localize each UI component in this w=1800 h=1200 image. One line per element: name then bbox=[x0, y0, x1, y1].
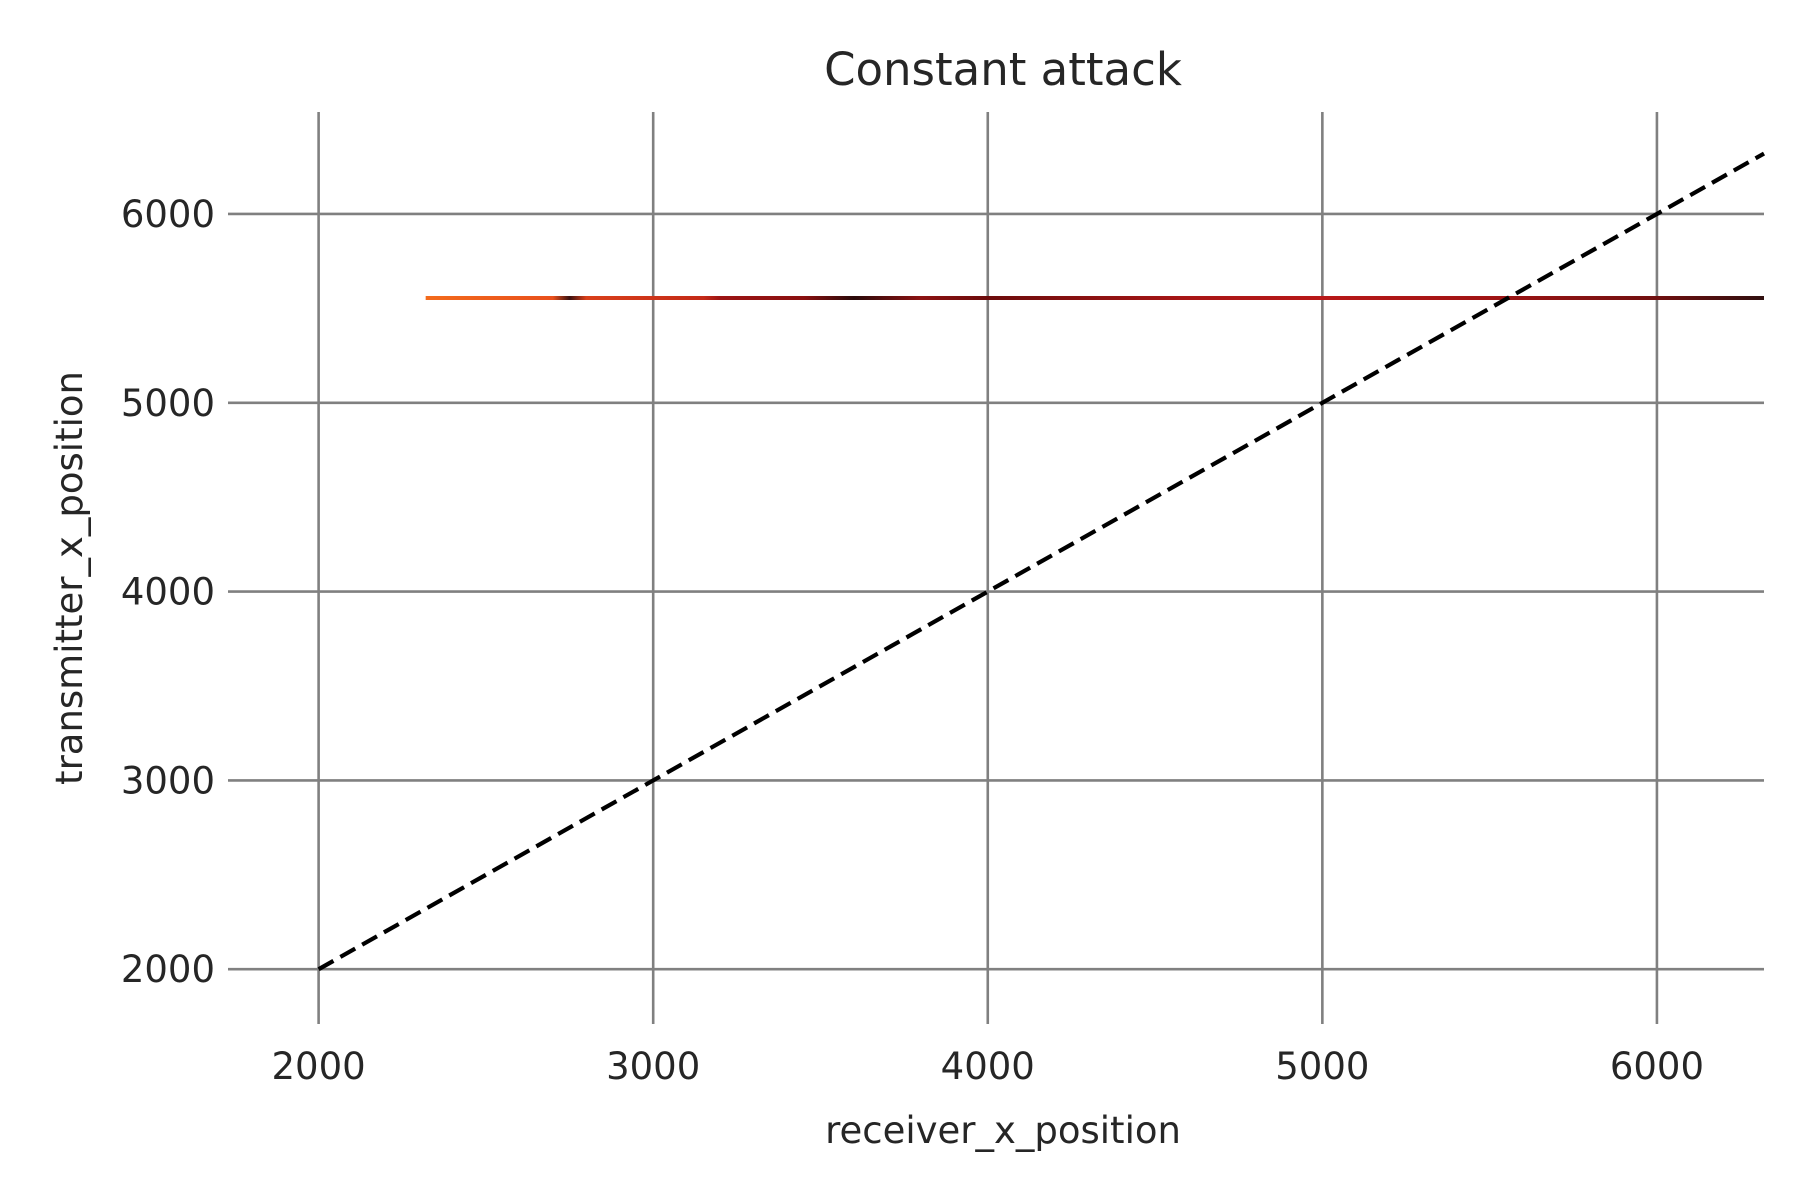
x-tick-label-5000: 5000 bbox=[1275, 1045, 1369, 1088]
y-tick-label-2000: 2000 bbox=[121, 948, 215, 991]
x-axis-label: receiver_x_position bbox=[825, 1109, 1181, 1152]
x-tick-label-3000: 3000 bbox=[606, 1045, 700, 1088]
series-layer bbox=[317, 151, 1766, 972]
y-gridlines bbox=[228, 212, 1764, 971]
y-tick-labels: 2000 3000 4000 5000 6000 bbox=[121, 193, 215, 991]
y-tick-label-5000: 5000 bbox=[121, 382, 215, 425]
chart-title: Constant attack bbox=[824, 43, 1182, 96]
identity-dashed-line bbox=[317, 151, 1766, 972]
y-tick-label-4000: 4000 bbox=[121, 571, 215, 614]
x-tick-labels: 2000 3000 4000 5000 6000 bbox=[272, 1045, 1704, 1088]
x-tick-label-2000: 2000 bbox=[272, 1045, 366, 1088]
x-gridlines bbox=[317, 112, 1659, 1024]
x-tick-label-4000: 4000 bbox=[941, 1045, 1035, 1088]
x-tick-label-6000: 6000 bbox=[1610, 1045, 1704, 1088]
y-tick-label-6000: 6000 bbox=[121, 193, 215, 236]
y-axis-label: transmitter_x_position bbox=[48, 371, 91, 785]
y-tick-label-3000: 3000 bbox=[121, 759, 215, 802]
